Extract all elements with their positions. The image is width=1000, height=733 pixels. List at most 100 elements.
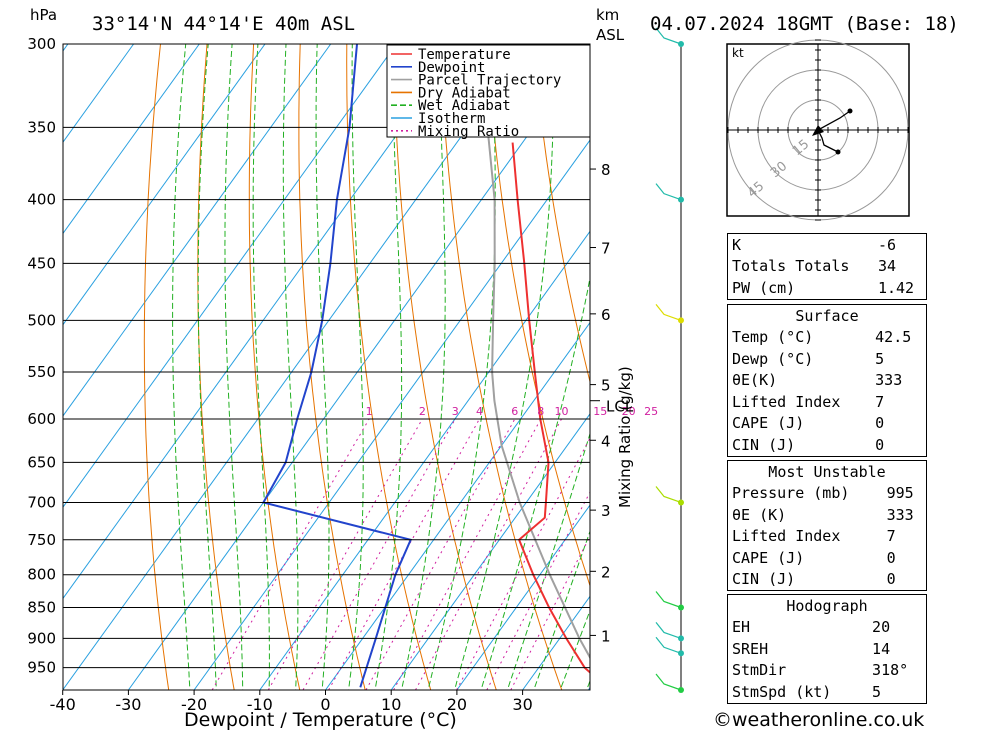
site-credit: ©weatheronline.co.uk — [713, 709, 925, 731]
surface-table: Surface Temp (°C) 42.5 Dewp (°C) 5 θE(K) 333 L… — [727, 304, 927, 457]
hodograph-row: SREH 14 — [728, 638, 927, 660]
mixing-ratio-label: 6 — [511, 405, 518, 418]
index-value: 34 — [877, 257, 897, 276]
most-unstable-value: 7 — [886, 527, 896, 546]
surface-label: θE(K) — [732, 371, 778, 390]
isotherm-line — [63, 44, 266, 326]
mixing-ratio-axis-label: Mixing Ratio (g/kg) — [616, 366, 634, 508]
isotherm-line — [0, 44, 2, 690]
hodograph-value: 318° — [872, 661, 909, 680]
wet-adiabat-line — [197, 44, 217, 690]
mixing-ratio-label: 25 — [644, 405, 658, 418]
wet-adiabat-line — [506, 432, 590, 690]
most-unstable-row: CIN (J) 0 — [728, 569, 927, 591]
wind-barb — [655, 183, 682, 201]
most-unstable-row: θE (K) 333 — [728, 504, 927, 526]
dry-adiabat-line — [392, 44, 497, 690]
index-label: Totals Totals — [732, 257, 850, 276]
mixing-ratio-label: 3 — [452, 405, 459, 418]
hodograph-point — [847, 108, 853, 114]
index-row: PW (cm) 1.42 — [728, 277, 927, 299]
km-tick-label: 6 — [601, 306, 611, 324]
surface-label: CAPE (J) — [732, 414, 805, 433]
km-tick-label: 8 — [601, 161, 611, 179]
km-tick-label: 1 — [601, 627, 611, 645]
wet-adiabat-line — [282, 44, 299, 690]
pressure-label: 700 — [27, 493, 56, 511]
km-tick-label: 3 — [601, 502, 611, 520]
index-row: Totals Totals 34 — [728, 256, 927, 278]
wind-barb — [655, 304, 682, 321]
isotherm-line — [63, 44, 529, 690]
index-row: K -6 — [728, 234, 927, 256]
wet-adiabat-line — [224, 44, 244, 690]
most-unstable-label: CAPE (J) — [732, 548, 805, 567]
hodograph-row: StmSpd (kt) 5 — [728, 681, 927, 703]
isotherm-line — [390, 413, 590, 690]
hodograph-table: Hodograph EH 20 SREH 14 StmDir 318° StmSpd (kt… — [727, 594, 927, 704]
dewpoint-line — [261, 44, 413, 688]
mixing-ratio-line — [211, 418, 370, 690]
legend-label: Wet Adiabat — [418, 98, 511, 114]
hodograph-label: SREH — [732, 639, 769, 658]
isotherm-line — [63, 44, 200, 235]
pressure-label: 600 — [27, 410, 56, 428]
wind-barb — [655, 591, 682, 609]
wind-barb — [655, 27, 682, 45]
legend-label: Temperature — [418, 47, 511, 63]
km-unit-label: km — [596, 6, 619, 24]
dry-adiabat-line — [439, 44, 563, 690]
dry-adiabat-line — [143, 44, 170, 690]
surface-value: 0 — [875, 435, 885, 454]
most-unstable-table: Most Unstable Pressure (mb) 995 θE (K) 333 L… — [727, 460, 927, 591]
pressure-label: 550 — [27, 363, 56, 381]
most-unstable-row: CAPE (J) 0 — [728, 547, 927, 569]
pressure-label: 900 — [27, 629, 56, 647]
dry-adiabat-line — [952, 44, 1000, 690]
chart-location: 33°14'N 44°14'E 40m ASL — [92, 13, 355, 35]
surface-label: Lifted Index — [732, 392, 841, 411]
storm-motion-marker — [812, 125, 824, 136]
dry-adiabat-line — [532, 44, 590, 384]
hodograph-unit-label: kt — [732, 46, 744, 60]
hodograph-label: StmDir — [732, 661, 787, 680]
mixing-ratio-line — [365, 418, 516, 690]
mixing-ratio-label: 10 — [554, 405, 568, 418]
x-axis-label: Dewpoint / Temperature (°C) — [184, 709, 457, 731]
mixing-ratio-line — [510, 535, 590, 690]
pressure-label: 300 — [27, 35, 56, 53]
isotherm-line — [456, 504, 590, 690]
wet-adiabat-line — [533, 529, 590, 690]
parcel-trajectory-line — [474, 44, 590, 660]
asl-unit-label: ASL — [596, 26, 625, 44]
surface-row: Temp (°C) 42.5 — [728, 327, 927, 349]
surface-value: 42.5 — [875, 328, 912, 347]
legend-label: Mixing Ratio — [418, 124, 519, 140]
surface-label: CIN (J) — [732, 435, 796, 454]
isotherm-line — [63, 44, 463, 600]
index-value: 1.42 — [877, 278, 915, 297]
wet-adiabat-line — [252, 44, 270, 690]
most-unstable-title: Most Unstable — [768, 462, 886, 481]
wind-barb — [655, 673, 682, 691]
isotherm-line — [193, 139, 590, 690]
legend-label: Parcel Trajectory — [418, 73, 561, 89]
wind-barb — [655, 636, 682, 654]
lcl-label: LCL — [606, 398, 634, 416]
pressure-label: 500 — [27, 311, 56, 329]
most-unstable-label: CIN (J) — [732, 570, 796, 589]
isotherm-line — [63, 44, 397, 508]
wet-adiabat-line — [172, 44, 191, 690]
x-tick-label: 30 — [512, 695, 532, 714]
surface-title: Surface — [795, 306, 859, 325]
hodograph-value: 14 — [872, 639, 891, 658]
mixing-ratio-label: 2 — [419, 405, 426, 418]
most-unstable-label: Lifted Index — [732, 527, 841, 546]
legend-label: Isotherm — [418, 111, 485, 127]
dry-adiabat-line — [197, 44, 235, 690]
pressure-label: 850 — [27, 599, 56, 617]
wet-adiabat-line — [348, 44, 364, 690]
pressure-label: 800 — [27, 566, 56, 584]
most-unstable-row: Pressure (mb) 995 — [728, 483, 927, 505]
